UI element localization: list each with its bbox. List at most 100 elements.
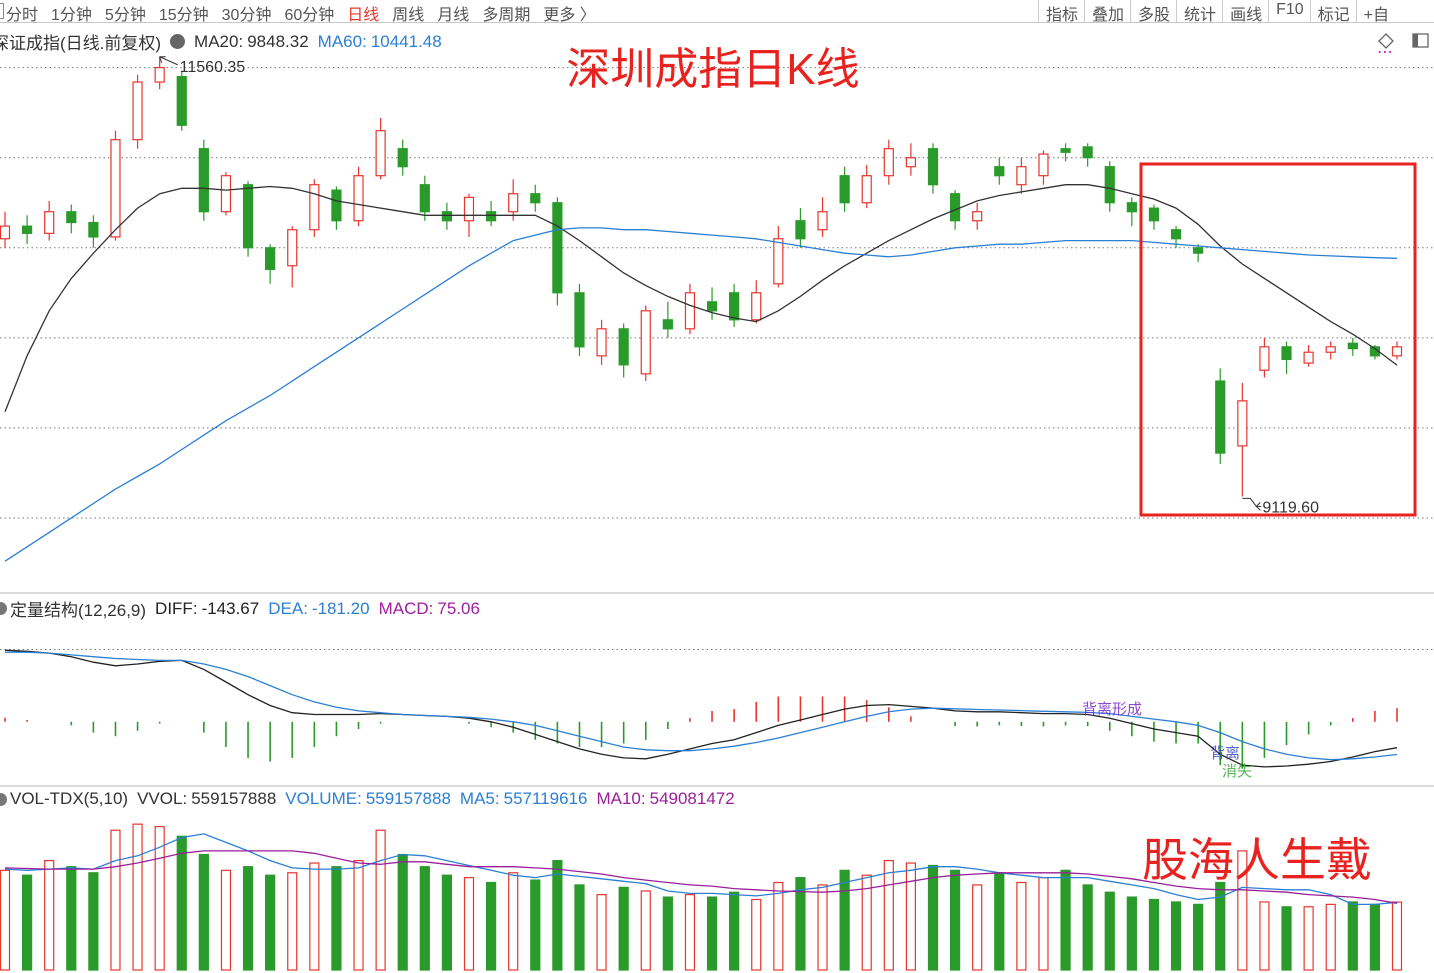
volume-bar	[1060, 869, 1071, 971]
period-tab[interactable]: 1分钟	[51, 7, 92, 24]
panel-title: 定量结构(12,26,9)	[10, 601, 147, 620]
volume-bar	[729, 891, 740, 971]
volume-bar	[220, 869, 232, 971]
tool-button[interactable]: 标记	[1309, 0, 1356, 24]
period-tab[interactable]: 分时	[6, 7, 39, 24]
period-tab[interactable]: 15分钟	[158, 7, 209, 24]
legend-item: DIFF: -143.67	[155, 599, 259, 619]
volume-bar	[994, 872, 1005, 971]
candle-body	[839, 175, 850, 204]
volume-bar	[154, 825, 165, 971]
collapse-icon	[0, 602, 7, 615]
candle-body	[1347, 342, 1358, 350]
candle-body	[574, 292, 585, 348]
candle-body	[1082, 146, 1093, 159]
legend-name: DEA	[268, 598, 304, 618]
overlay-title: 深圳成指日K线	[566, 45, 859, 94]
candle-body	[1060, 148, 1071, 153]
volume-bar	[331, 866, 342, 971]
period-tab[interactable]: 5分钟	[104, 7, 146, 24]
tool-button[interactable]: F10	[1268, 0, 1310, 22]
candle-body	[1104, 166, 1115, 204]
tool-button[interactable]: 指标	[1038, 0, 1084, 24]
candle-body	[596, 328, 607, 357]
panel-title: VOL-TDX(5,10)	[10, 789, 129, 808]
candle-body	[1237, 400, 1248, 447]
volume-bar	[949, 869, 961, 971]
tool-button[interactable]: +自	[1355, 0, 1395, 24]
candle-body	[552, 202, 563, 294]
watermark: 股海人生戴	[1142, 834, 1372, 886]
tool-buttons: 指标 叠加 多股 统计 画线 F10 标记 +自	[1038, 0, 1395, 24]
volume-bar	[618, 886, 629, 971]
candle-body	[1303, 351, 1314, 364]
volume-bar	[839, 869, 850, 971]
tool-button[interactable]: 叠加	[1084, 0, 1130, 24]
volume-bar	[1215, 881, 1226, 971]
candle-body	[662, 319, 673, 330]
candle-body	[66, 211, 77, 224]
legend-name: MA10	[596, 789, 641, 808]
candle-body	[684, 292, 696, 330]
volume-bar	[662, 896, 673, 971]
legend-name: MACD	[378, 598, 429, 618]
candle-body	[353, 175, 364, 222]
period-tab[interactable]: 周线	[392, 7, 425, 24]
legend-item: MA10: 549081472	[596, 789, 734, 809]
legend-sep: :	[192, 598, 198, 618]
legend-sep: :	[182, 789, 188, 808]
legend-value: 75.06	[437, 598, 480, 618]
volume-bar	[972, 884, 983, 971]
candle-body	[110, 139, 121, 238]
volume-bar	[1303, 906, 1314, 971]
period-tab[interactable]: 60分钟	[284, 7, 335, 24]
volume-bar	[1325, 903, 1336, 971]
volume-bar	[21, 874, 33, 971]
tool-button[interactable]: 画线	[1222, 0, 1268, 24]
volume-bar	[132, 823, 143, 971]
tool-button[interactable]: 统计	[1176, 0, 1222, 24]
volume-bar	[1369, 903, 1381, 971]
volume-bar	[1391, 901, 1403, 971]
candle-body	[397, 148, 408, 168]
tools-icons: ⋯	[1377, 33, 1429, 61]
volume-bar	[1038, 877, 1049, 971]
period-tab[interactable]: 月线	[437, 7, 470, 24]
panel-title: 深证成指(日线.前复权)	[0, 34, 162, 53]
legend-sep: :	[494, 789, 500, 808]
volume-bar	[88, 872, 99, 971]
period-tab[interactable]: 更多 〉	[543, 7, 596, 24]
icon	[1378, 33, 1394, 49]
legend-value: 549081472	[649, 789, 735, 808]
collapse-icon	[170, 34, 186, 49]
legend-item: VVOL: 559157888	[137, 789, 276, 809]
candle-body	[861, 175, 872, 204]
candle-body	[729, 292, 740, 321]
candle-body	[1038, 153, 1049, 177]
legend-sep: :	[357, 789, 362, 808]
volume-bar	[773, 881, 784, 971]
tool-button[interactable]: 多股	[1130, 0, 1176, 24]
volume-bar	[706, 896, 718, 971]
volume-bar	[795, 877, 806, 971]
macd-line	[5, 651, 1398, 761]
period-tab[interactable]: 日线	[347, 7, 380, 24]
legend-value: 10441.48	[370, 31, 442, 51]
icon	[1413, 34, 1418, 47]
volume-bar	[66, 866, 77, 971]
volume-bar	[397, 853, 408, 971]
period-tab[interactable]: 30分钟	[221, 7, 272, 24]
volume-bar	[242, 866, 254, 971]
volume-bar	[596, 894, 607, 971]
period-tab[interactable]: 多周期	[482, 7, 531, 24]
candle-body	[972, 211, 983, 222]
candle-body	[795, 220, 806, 240]
legend-value: 559157888	[365, 789, 451, 808]
macd-line	[4, 649, 1398, 768]
volume-bar	[927, 864, 939, 971]
legend-sep: :	[303, 598, 308, 618]
candle-body	[88, 221, 99, 238]
highlight-box	[1139, 162, 1417, 517]
candle-body	[463, 196, 475, 222]
volume-bar	[441, 874, 453, 971]
